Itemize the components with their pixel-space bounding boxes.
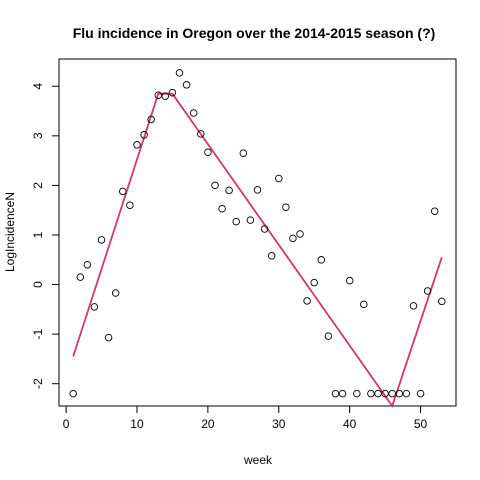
y-tick-label: 0 [31,281,45,288]
data-point [76,273,85,281]
data-point [83,260,92,269]
data-point [140,131,148,139]
y-tick-label: 2 [31,182,45,189]
data-point [345,276,354,285]
data-point [97,236,106,244]
data-point [282,203,290,211]
y-tick-label: -1 [31,328,45,339]
x-axis-label: week [243,453,273,467]
data-point [338,389,347,398]
data-point [317,256,326,264]
data-point [119,187,127,196]
data-point [260,225,269,233]
data-point [438,297,446,306]
data-point [296,230,304,238]
data-point [104,333,113,342]
data-point [239,149,248,157]
fit-line-layer [72,92,443,408]
data-point [409,302,418,310]
data-point [204,148,212,156]
data-point [211,181,219,190]
data-point [225,186,233,195]
data-point [430,207,439,215]
data-point [395,389,404,398]
data-point [161,92,170,100]
data-point [324,332,333,340]
data-points-layer [69,69,446,398]
chart-title: Flu incidence in Oregon over the 2014-20… [73,25,436,41]
data-point [402,389,411,398]
data-point [69,389,77,398]
data-point [275,174,283,183]
data-point [388,389,396,398]
data-point [423,287,432,295]
data-point [232,217,240,226]
y-axis: -2 -1 0 1 2 3 4 [31,83,60,389]
plot-area-border [58,58,457,407]
x-tick-label: 20 [201,417,215,431]
data-point [182,81,191,89]
data-point [367,389,375,398]
data-point [246,216,255,224]
data-point [111,289,120,297]
data-point [416,389,425,398]
data-point [353,389,361,398]
data-point [374,389,382,398]
data-point [267,252,276,260]
data-point [133,141,141,149]
data-point [175,69,184,77]
data-point [253,186,262,194]
data-point [381,389,389,398]
data-point [147,115,155,124]
data-point [303,297,311,305]
data-point [189,109,198,117]
data-point [90,303,99,311]
y-axis-label: LogIncidenceN [3,192,17,272]
x-tick-label: 50 [414,417,428,431]
data-point [218,204,226,213]
y-tick-label: -2 [31,378,45,389]
data-point [331,389,340,398]
data-point [310,278,318,287]
x-tick-label: 10 [130,417,144,431]
y-tick-label: 4 [31,83,45,90]
x-tick-label: 0 [63,417,70,431]
data-point [154,91,163,99]
data-point [126,201,134,209]
y-tick-label: 1 [31,231,45,238]
x-axis: 0 10 20 30 40 50 [63,405,428,431]
data-point [360,300,368,309]
y-tick-label: 3 [31,132,45,139]
data-point [197,130,205,138]
data-point [289,234,297,243]
x-tick-label: 40 [343,417,357,431]
x-tick-label: 30 [272,417,286,431]
data-point [168,88,177,97]
fit-line [72,92,443,408]
